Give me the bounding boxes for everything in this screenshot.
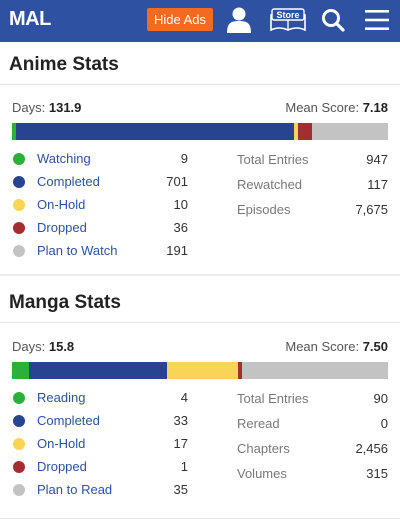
manga-summary: Days: 15.8 Mean Score: 7.50 xyxy=(0,339,400,354)
manga-bar-segment-completed xyxy=(28,362,167,379)
status-link[interactable]: Completed xyxy=(37,413,100,428)
top-nav-bar: MAL Hide Ads Store xyxy=(0,0,400,42)
anime-legend-watching: Watching 9 xyxy=(13,147,188,170)
manga-totals: Total Entries 90 Reread 0 Chapters 2,456 Volum… xyxy=(237,386,388,486)
search-icon[interactable] xyxy=(320,6,346,34)
manga-days: Days: 15.8 xyxy=(12,339,75,354)
anime-progress-bar xyxy=(12,123,388,140)
manga-bar-segment-dropped xyxy=(237,362,242,379)
total-value: 90 xyxy=(373,391,388,406)
divider xyxy=(0,84,400,85)
status-count: 4 xyxy=(180,390,188,405)
status-link[interactable]: On-Hold xyxy=(37,436,86,451)
manga-total-volumes: Volumes 315 xyxy=(237,461,388,486)
status-dot-icon xyxy=(13,437,25,450)
status-count: 17 xyxy=(173,436,188,451)
status-link[interactable]: Watching xyxy=(37,151,91,166)
manga-legend-completed: Completed 33 xyxy=(13,409,188,432)
status-count: 10 xyxy=(173,197,188,212)
status-count: 1 xyxy=(180,459,188,474)
total-value: 117 xyxy=(367,177,388,192)
anime-stats-title: Anime Stats xyxy=(9,54,119,75)
total-value: 315 xyxy=(366,466,388,481)
status-count: 33 xyxy=(173,413,188,428)
anime-bar-segment-watching xyxy=(12,123,16,140)
manga-stats-section: Manga Stats Days: 15.8 Mean Score: 7.50 … xyxy=(0,280,400,523)
status-dot-icon xyxy=(13,198,25,211)
manga-status-legend: Reading 4 Completed 33 On-Hold 17 Dropped 1 Plan… xyxy=(13,386,188,501)
status-count: 701 xyxy=(166,174,188,189)
anime-total-total-entries: Total Entries 947 xyxy=(237,147,388,172)
anime-bar-segment-on-hold xyxy=(293,123,298,140)
anime-stats-section: Anime Stats Days: 131.9 Mean Score: 7.18… xyxy=(0,42,400,286)
manga-bar-segment-on-hold xyxy=(166,362,238,379)
user-icon[interactable] xyxy=(226,6,252,34)
anime-total-rewatched: Rewatched 117 xyxy=(237,172,388,197)
bottom-divider xyxy=(0,518,400,519)
status-link[interactable]: Plan to Read xyxy=(37,482,113,497)
status-link[interactable]: Plan to Watch xyxy=(37,243,118,258)
total-value: 947 xyxy=(366,152,388,167)
divider xyxy=(0,322,400,323)
manga-total-reread: Reread 0 xyxy=(237,411,388,436)
status-count: 9 xyxy=(180,151,188,166)
manga-legend-plan-to-read: Plan to Read 35 xyxy=(13,478,188,501)
anime-total-episodes: Episodes 7,675 xyxy=(237,197,388,222)
status-dot-icon xyxy=(13,152,25,165)
anime-bar-segment-plan-to-watch xyxy=(312,123,388,140)
manga-legend-reading: Reading 4 xyxy=(13,386,188,409)
anime-status-legend: Watching 9 Completed 701 On-Hold 10 Dropped 36 P… xyxy=(13,147,188,262)
status-link[interactable]: Dropped xyxy=(37,220,87,235)
status-link[interactable]: Reading xyxy=(37,390,86,405)
total-label: Rewatched xyxy=(237,177,303,192)
status-link[interactable]: On-Hold xyxy=(37,197,86,212)
manga-progress-bar xyxy=(12,362,388,379)
total-value: 2,456 xyxy=(355,441,388,456)
manga-total-chapters: Chapters 2,456 xyxy=(237,436,388,461)
total-label: Volumes xyxy=(237,466,287,481)
anime-totals: Total Entries 947 Rewatched 117 Episodes 7,67… xyxy=(237,147,388,222)
anime-bar-segment-dropped xyxy=(297,123,313,140)
status-link[interactable]: Completed xyxy=(37,174,100,189)
manga-mean-score: Mean Score: 7.50 xyxy=(285,339,388,354)
total-value: 7,675 xyxy=(355,202,388,217)
hide-ads-button[interactable]: Hide Ads xyxy=(147,8,213,31)
anime-legend-plan-to-watch: Plan to Watch 191 xyxy=(13,239,188,262)
anime-days: Days: 131.9 xyxy=(12,100,82,115)
anime-legend-on-hold: On-Hold 10 xyxy=(13,193,188,216)
status-count: 191 xyxy=(166,243,188,258)
status-dot-icon xyxy=(13,244,25,257)
menu-icon[interactable] xyxy=(364,6,390,34)
anime-bar-segment-completed xyxy=(15,123,294,140)
status-dot-icon xyxy=(13,460,25,473)
total-label: Reread xyxy=(237,416,280,431)
status-dot-icon xyxy=(13,414,25,427)
total-label: Total Entries xyxy=(237,152,309,167)
status-count: 36 xyxy=(173,220,188,235)
status-dot-icon xyxy=(13,391,25,404)
anime-legend-dropped: Dropped 36 xyxy=(13,216,188,239)
status-dot-icon xyxy=(13,175,25,188)
anime-legend-completed: Completed 701 xyxy=(13,170,188,193)
mal-logo[interactable]: MAL xyxy=(9,8,51,30)
total-value: 0 xyxy=(380,416,388,431)
status-dot-icon xyxy=(13,483,25,496)
section-divider xyxy=(0,274,400,276)
anime-summary: Days: 131.9 Mean Score: 7.18 xyxy=(0,100,400,115)
manga-stats-title: Manga Stats xyxy=(9,292,121,313)
total-label: Episodes xyxy=(237,202,291,217)
manga-bar-segment-plan-to-read xyxy=(241,362,388,379)
manga-legend-on-hold: On-Hold 17 xyxy=(13,432,188,455)
manga-total-total-entries: Total Entries 90 xyxy=(237,386,388,411)
store-icon[interactable]: Store xyxy=(269,6,307,34)
status-dot-icon xyxy=(13,221,25,234)
manga-bar-segment-reading xyxy=(12,362,29,379)
manga-legend-dropped: Dropped 1 xyxy=(13,455,188,478)
store-label: Store xyxy=(276,10,300,20)
status-count: 35 xyxy=(173,482,188,497)
anime-mean-score: Mean Score: 7.18 xyxy=(285,100,388,115)
total-label: Chapters xyxy=(237,441,290,456)
total-label: Total Entries xyxy=(237,391,309,406)
status-link[interactable]: Dropped xyxy=(37,459,87,474)
